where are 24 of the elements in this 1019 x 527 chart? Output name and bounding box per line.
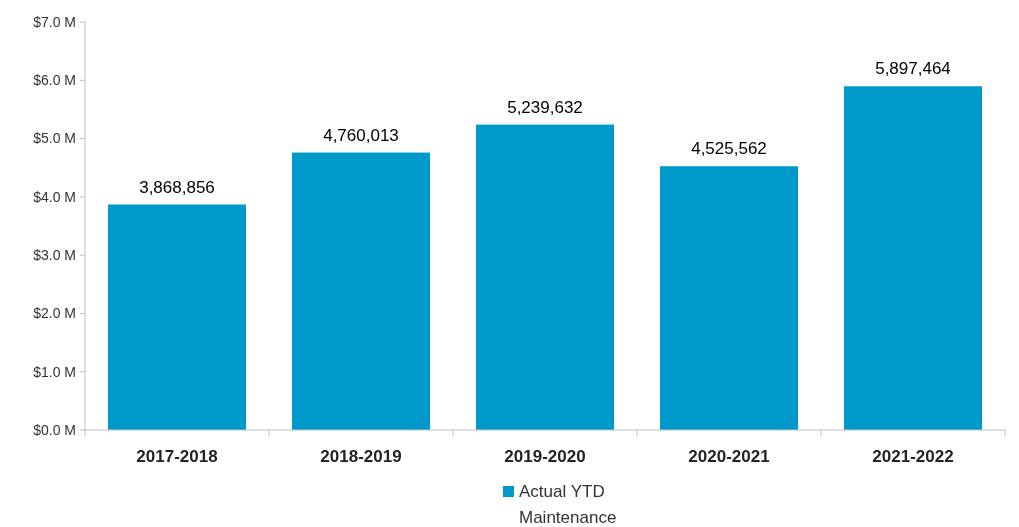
y-tick-label: $3.0 M <box>33 247 76 264</box>
y-tick-label: $7.0 M <box>33 13 76 30</box>
data-label: 4,525,562 <box>691 139 767 159</box>
legend-label: Actual YTD Maintenance <box>519 482 617 527</box>
y-tick-label: $6.0 M <box>33 72 76 89</box>
x-tick-label: 2018-2019 <box>320 447 402 466</box>
bar <box>108 204 246 430</box>
x-tick-label: 2021-2022 <box>872 447 954 466</box>
y-tick-label: $1.0 M <box>33 363 76 380</box>
y-tick-label: $5.0 M <box>33 130 76 147</box>
data-label: 3,868,856 <box>139 177 215 197</box>
data-label: 5,897,464 <box>875 59 951 79</box>
x-tick-label: 2019-2020 <box>504 447 586 466</box>
x-tick-label: 2020-2021 <box>688 447 770 466</box>
bar <box>660 166 798 430</box>
y-tick-label: $0.0 M <box>33 421 76 438</box>
bar <box>476 124 614 430</box>
bar <box>292 152 430 430</box>
y-tick-label: $2.0 M <box>33 305 76 322</box>
bar <box>844 86 982 430</box>
data-label: 5,239,632 <box>507 97 583 117</box>
data-label: 4,760,013 <box>323 125 399 145</box>
x-tick-label: 2017-2018 <box>136 447 218 466</box>
y-tick-label: $4.0 M <box>33 188 76 205</box>
